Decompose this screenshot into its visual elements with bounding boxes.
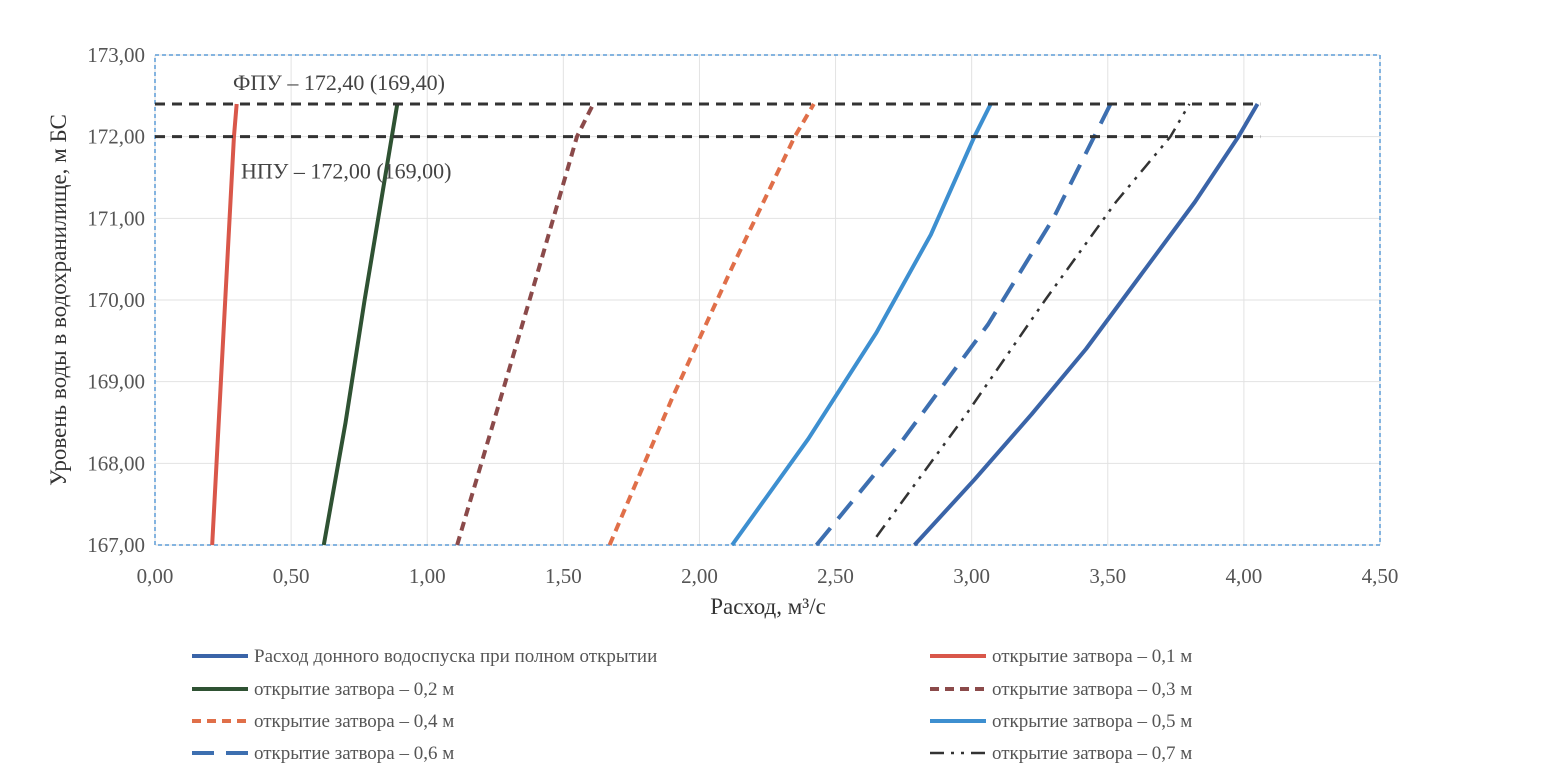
legend-label-2: открытие затвора – 0,1 м [992, 646, 1192, 667]
y-tick-label: 168,00 [87, 451, 145, 475]
x-tick-label: 0,00 [137, 564, 174, 588]
legend-label-8: открытие затвора – 0,7 м [992, 743, 1192, 764]
x-tick-label: 0,50 [273, 564, 310, 588]
series-line-8 [875, 103, 1191, 538]
reference-line-label-1: ФПУ – 172,40 (169,40) [233, 70, 445, 95]
y-tick-label: 173,00 [87, 43, 145, 67]
x-tick-labels: 0,00 0,50 1,00 1,50 2,00 2,50 3,00 3,50 4,00 4,50 [137, 564, 1399, 588]
legend-label-6: открытие затвора – 0,5 м [992, 711, 1192, 732]
legend-label-5: открытие затвора – 0,4 м [254, 711, 454, 732]
y-tick-label: 170,00 [87, 288, 145, 312]
series-line-1 [913, 102, 1260, 547]
x-tick-label: 3,00 [953, 564, 990, 588]
series-lines [210, 102, 1260, 547]
series-line-2 [210, 103, 239, 546]
series-line-5 [607, 102, 816, 546]
y-tick-label: 169,00 [87, 370, 145, 394]
y-tick-label: 172,00 [87, 125, 145, 149]
series-line-4 [455, 103, 596, 546]
legend-label-4: открытие затвора – 0,3 м [992, 679, 1192, 700]
y-tick-label: 171,00 [87, 206, 145, 230]
y-tick-labels: 167,00 168,00 169,00 170,00 171,00 172,00 173,… [87, 43, 145, 557]
x-tick-label: 4,00 [1226, 564, 1263, 588]
reference-line-label-2: НПУ – 172,00 (169,00) [241, 159, 452, 184]
x-tick-label: 1,00 [409, 564, 446, 588]
x-tick-label: 1,50 [545, 564, 582, 588]
reference-lines: ФПУ – 172,40 (169,40) НПУ – 172,00 (169,0… [155, 70, 1261, 184]
x-tick-label: 2,00 [681, 564, 718, 588]
x-tick-label: 2,50 [817, 564, 854, 588]
legend: Расход донного водоспуска при полном отк… [192, 646, 1192, 764]
x-tick-label: 3,50 [1089, 564, 1126, 588]
x-axis-title: Расход, м³/с [710, 594, 826, 619]
legend-label-3: открытие затвора – 0,2 м [254, 679, 454, 700]
series-line-7 [814, 103, 1113, 547]
plot-area-frame [154, 54, 1381, 546]
y-axis-title: Уровень воды в водохранилище, м БС [46, 114, 71, 486]
x-tick-label: 4,50 [1362, 564, 1399, 588]
legend-label-1: Расход донного водоспуска при полном отк… [254, 646, 657, 667]
series-line-6 [730, 103, 993, 547]
y-tick-label: 167,00 [87, 533, 145, 557]
series-line-3 [321, 103, 400, 546]
legend-label-7: открытие затвора – 0,6 м [254, 743, 454, 764]
